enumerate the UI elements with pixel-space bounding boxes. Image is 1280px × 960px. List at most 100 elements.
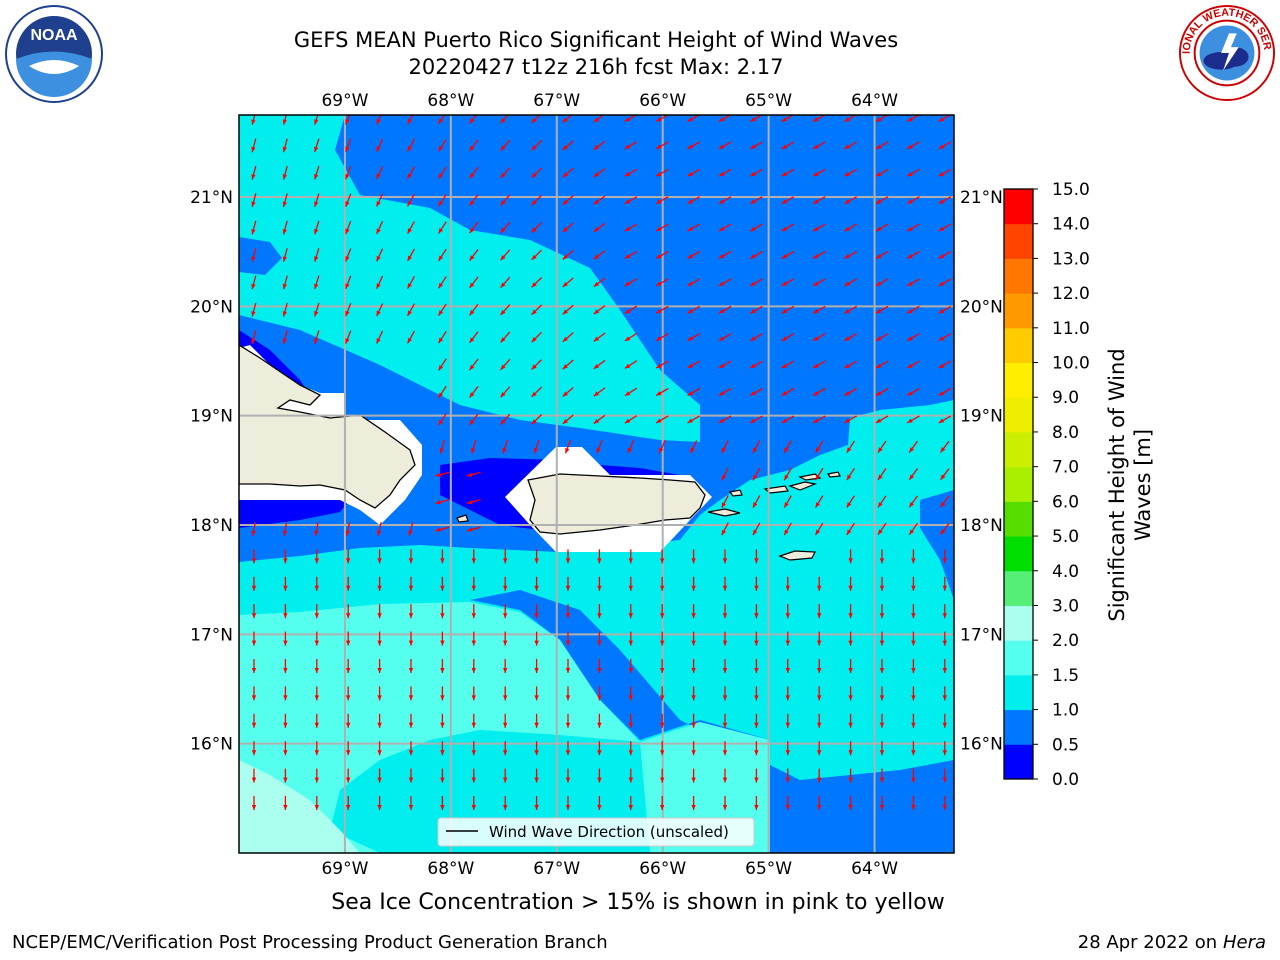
wave-arrow (346, 686, 351, 701)
wave-arrow (750, 168, 763, 177)
colorbar-swatch (1004, 258, 1033, 294)
wave-arrow (376, 303, 384, 317)
wave-arrow (848, 549, 853, 564)
wave-arrow (466, 499, 481, 505)
colorbar-swatch (1004, 223, 1033, 259)
wave-arrow (812, 305, 826, 314)
wave-arrow (942, 741, 947, 756)
wave-arrow (500, 331, 511, 343)
contour-2-3 (239, 760, 360, 853)
wave-arrow (500, 139, 511, 152)
wave-arrow (750, 278, 763, 287)
wave-arrow (750, 223, 763, 232)
land-anegada (827, 471, 841, 478)
wave-arrow (503, 659, 508, 673)
wave-arrow (907, 305, 920, 314)
wave-arrow (565, 741, 571, 756)
wave-arrow (564, 440, 572, 454)
wave-arrow (314, 193, 320, 208)
wave-arrow (718, 196, 732, 205)
wave-arrow (376, 275, 384, 290)
wave-arrow (689, 440, 698, 454)
wave-arrow (435, 471, 450, 477)
wave-arrow (593, 140, 606, 151)
wave-arrow (503, 604, 508, 619)
wave-arrow (911, 796, 916, 810)
wave-arrow (750, 250, 763, 260)
wave-arrow (251, 302, 257, 317)
wave-arrow (376, 248, 384, 262)
wave-arrow (597, 576, 602, 591)
wave-arrow (660, 796, 665, 810)
wave-arrow (628, 768, 633, 783)
wave-arrow (844, 387, 857, 397)
wave-arrow (376, 220, 384, 235)
lat-tick-label-left: 19°N (190, 407, 233, 427)
colorbar-swatch (1004, 431, 1033, 468)
wave-arrow (407, 248, 415, 262)
wave-arrow (593, 277, 606, 288)
wave-arrow (660, 604, 665, 619)
wave-arrow (471, 768, 476, 783)
wave-arrow (377, 549, 382, 564)
wave-arrow (785, 659, 790, 673)
wave-arrow (687, 141, 700, 150)
wave-arrow (593, 168, 606, 178)
wave-arrow (879, 713, 885, 728)
wave-arrow (785, 631, 790, 646)
wave-arrow (812, 360, 826, 369)
wave-arrow (687, 223, 700, 232)
wave-arrow (628, 741, 633, 756)
wave-arrow (783, 495, 792, 508)
wave-arrow (908, 468, 918, 481)
wave-arrow (718, 168, 732, 177)
wave-arrow (534, 604, 539, 619)
wave-arrow (597, 686, 602, 701)
wave-arrow (471, 713, 476, 728)
wave-arrow (721, 495, 729, 509)
wave-arrow (687, 278, 700, 287)
wave-arrow (345, 303, 352, 317)
wave-arrow (345, 115, 351, 125)
wave-arrow (875, 333, 889, 342)
wave-arrow (565, 713, 571, 728)
wave-arrow (251, 165, 257, 180)
wave-arrow (562, 386, 574, 398)
wave-arrow (503, 576, 508, 591)
wave-arrow (942, 631, 947, 646)
wave-arrow (469, 249, 479, 261)
wave-arrow (377, 631, 382, 646)
wave-arrow (597, 604, 602, 619)
wave-arrow (812, 333, 826, 342)
wave-arrow (750, 196, 763, 205)
wave-arrow (251, 768, 257, 783)
wave-arrow (844, 223, 857, 232)
wave-arrow (283, 576, 288, 591)
colorbar-tick-label: 0.5 (1052, 735, 1079, 755)
wave-arrow (562, 332, 574, 343)
wave-arrow (687, 415, 700, 424)
wave-arrow (377, 741, 382, 756)
wave-arrow (251, 220, 257, 235)
wave-arrow (469, 166, 479, 179)
colorbar-swatch (1004, 674, 1033, 711)
wave-arrow (377, 713, 382, 728)
wave-arrow (844, 360, 857, 369)
wave-arrow (251, 193, 257, 208)
wave-arrow (848, 741, 853, 756)
wave-arrow (687, 360, 700, 369)
wave-arrow (435, 526, 450, 532)
wave-arrow (534, 768, 539, 783)
wave-arrow (817, 686, 822, 701)
wave-arrow (628, 659, 633, 673)
wave-arrow (500, 304, 511, 316)
colorbar-tick-label: 15.0 (1052, 180, 1090, 200)
wave-arrow (814, 522, 824, 536)
wave-arrow (628, 549, 633, 564)
map-tick-labels: 69°W 69°W 68°W 68°W 67°W 67°W 66°W 66°W 65°W 65°W… (190, 91, 1003, 879)
wave-arrow (346, 768, 351, 783)
colorbar-swatch (1004, 362, 1033, 398)
wave-arrow (283, 549, 288, 564)
wave-arrow (754, 576, 759, 591)
